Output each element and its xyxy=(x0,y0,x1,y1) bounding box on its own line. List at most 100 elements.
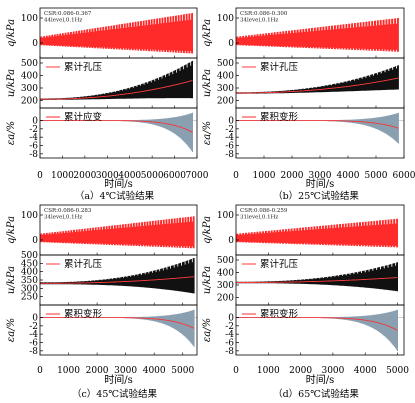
y-tick-label: 0 xyxy=(32,314,38,324)
legend-label: 累计应变 xyxy=(64,111,103,123)
pore-pressure-mean-line xyxy=(236,77,399,94)
x-tick-label: 3000 xyxy=(321,366,344,376)
y-axis-label: u/kPa xyxy=(6,266,17,294)
y-tick-label: -6 xyxy=(225,142,234,152)
y-tick-label: -4 xyxy=(29,133,38,143)
legend: 累计孔压 xyxy=(46,258,103,270)
x-tick-label: 0 xyxy=(37,366,43,376)
subfigure-caption: （b）25℃试验结果 xyxy=(273,190,359,202)
x-tick-label: 4000 xyxy=(118,171,141,181)
panel-u: 累计孔压 200 300 400 500 u/kPa xyxy=(6,57,198,109)
y-tick-label: -2 xyxy=(29,322,38,332)
x-tick-label: 7000 xyxy=(186,171,209,181)
annotation-line: 31level,0.1Hz xyxy=(240,215,278,221)
x-tick-label: 5000 xyxy=(386,366,409,376)
panel-u: 累计孔压 200 300 400 500 u/kPa xyxy=(202,57,405,109)
pore-pressure-mean-line xyxy=(40,80,193,100)
y-tick-label: 450 xyxy=(21,259,38,269)
legend-label: 累计孔压 xyxy=(260,258,299,270)
panel-frame xyxy=(39,107,198,159)
y-tick-label: 0 xyxy=(228,236,234,246)
x-tick-label: 3000 xyxy=(96,171,119,181)
panel-u: 累计孔压 200 300 400 500 u/kPa xyxy=(202,254,405,306)
y-tick-label: -4 xyxy=(29,330,38,340)
y-tick-label: 100 xyxy=(21,211,38,221)
legend-label: 累计孔压 xyxy=(260,61,299,73)
y-axis-label: q/kPa xyxy=(6,216,17,244)
x-tick-label: 4000 xyxy=(337,171,360,181)
legend: 累积变形 xyxy=(46,308,103,320)
q-series-line xyxy=(40,216,195,249)
y-tick-label: -2 xyxy=(225,125,234,135)
x-tick-label: 2000 xyxy=(86,366,109,376)
legend-label: 累计孔压 xyxy=(64,258,103,270)
q-series-line xyxy=(40,13,193,54)
y-axis-label: εa/% xyxy=(202,121,213,145)
x-tick-label: 1000 xyxy=(57,366,80,376)
y-tick-label: 500 xyxy=(21,251,38,261)
y-tick-label: 350 xyxy=(21,276,38,286)
strain-mean-line xyxy=(236,120,399,129)
x-tick-label: 0 xyxy=(233,171,239,181)
y-tick-label: 300 xyxy=(217,84,234,94)
x-axis-label: 时间/s xyxy=(104,373,133,386)
x-tick-label: 3000 xyxy=(309,171,332,181)
series-area xyxy=(236,218,398,248)
x-tick-label: 4000 xyxy=(143,366,166,376)
pore-pressure-series xyxy=(40,60,193,100)
q-series-line xyxy=(236,218,398,248)
series-area xyxy=(236,65,399,94)
x-axis-label: 时间/s xyxy=(306,373,335,386)
x-tick-label: 6000 xyxy=(163,171,186,181)
panel-e: 累计应变 0-2-4-6-8 εa/% xyxy=(6,107,198,160)
y-tick-label: -4 xyxy=(225,330,234,340)
y-axis-label: u/kPa xyxy=(6,69,17,97)
x-axis-label: 时间/s xyxy=(104,177,133,190)
subfigure-caption: （a）4℃试验结果 xyxy=(75,190,155,202)
x-tick-label: 5000 xyxy=(141,171,164,181)
y-tick-label: 0 xyxy=(32,117,38,127)
y-tick-label: -2 xyxy=(29,125,38,135)
x-tick-label: 2000 xyxy=(73,171,96,181)
y-tick-label: 400 xyxy=(21,268,38,278)
y-axis-label: u/kPa xyxy=(202,69,213,97)
y-axis-label: q/kPa xyxy=(202,19,213,47)
y-tick-label: 500 xyxy=(21,59,38,69)
y-tick-label: 400 xyxy=(21,72,38,82)
panel-frame xyxy=(235,304,405,356)
x-tick-label: 3000 xyxy=(114,366,137,376)
annotation-box xyxy=(238,9,296,25)
y-tick-label: 0 xyxy=(228,117,234,127)
y-tick-label: 400 xyxy=(217,72,234,82)
annotation-box xyxy=(42,9,100,25)
y-tick-label: 0 xyxy=(228,314,234,324)
y-axis-label: q/kPa xyxy=(202,216,213,244)
subfigure-caption: （d）65℃试验结果 xyxy=(273,388,359,400)
x-tick-label: 6000 xyxy=(393,171,415,181)
y-tick-label: 300 xyxy=(21,284,38,294)
y-tick-label: -8 xyxy=(225,347,234,357)
y-tick-label: 200 xyxy=(217,294,234,304)
y-axis-label: εa/% xyxy=(6,121,17,145)
y-tick-label: 300 xyxy=(217,281,234,291)
x-tick-label: 0 xyxy=(233,366,239,376)
annotation-line: CSR:0.086-0.283 xyxy=(44,208,92,214)
series-area xyxy=(236,112,404,144)
y-tick-label: 500 xyxy=(217,59,234,69)
y-tick-label: -8 xyxy=(29,150,38,160)
x-tick-label: 4000 xyxy=(354,366,377,376)
legend: 累计应变 xyxy=(46,111,103,123)
y-axis-label: εa/% xyxy=(6,318,17,342)
x-tick-label: 2000 xyxy=(281,171,304,181)
legend: 累计孔压 xyxy=(242,258,299,270)
y-tick-label: -8 xyxy=(29,347,38,357)
x-tick-label: 1000 xyxy=(257,366,280,376)
y-tick-label: -6 xyxy=(29,142,38,152)
x-tick-label: 5000 xyxy=(171,366,194,376)
x-tick-label: 1000 xyxy=(51,171,74,181)
annotation-line: 34level,0.1Hz xyxy=(240,18,278,24)
